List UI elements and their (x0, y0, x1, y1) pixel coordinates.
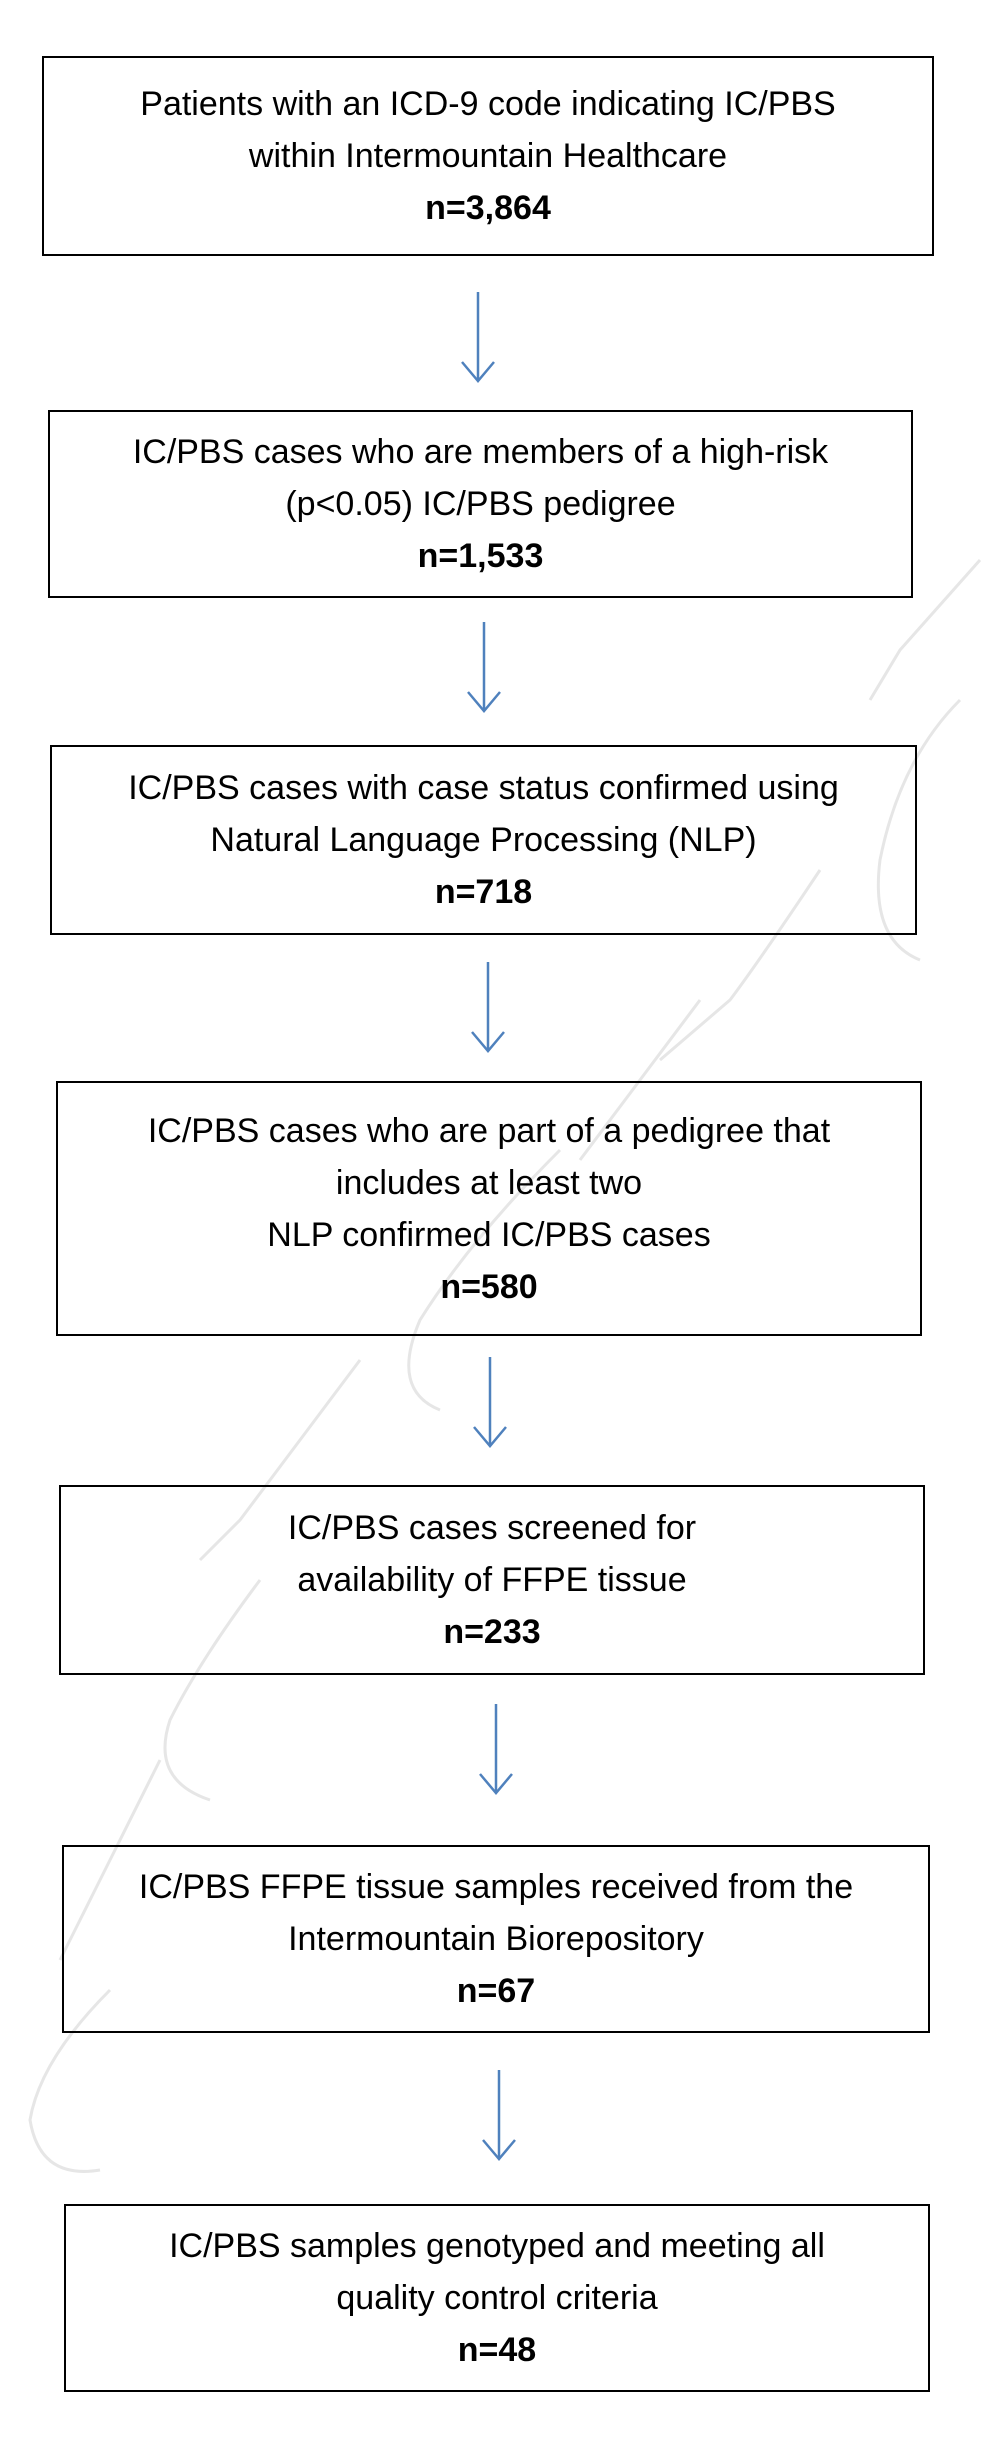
arrow-down-icon (479, 1704, 513, 1795)
box-2-line-2: (p<0.05) IC/PBS pedigree (285, 485, 676, 523)
box-7-line-2: quality control criteria (336, 2279, 658, 2317)
box-6-line-2: Intermountain Biorepository (288, 1920, 704, 1958)
flow-box-5: IC/PBS cases screened for availability o… (59, 1485, 925, 1675)
box-7-count: n=48 (457, 2331, 537, 2369)
flow-box-7: IC/PBS samples genotyped and meeting all… (64, 2204, 930, 2392)
flow-box-3: IC/PBS cases with case status confirmed … (50, 745, 917, 935)
box-7-line-1: IC/PBS samples genotyped and meeting all (169, 2227, 825, 2265)
box-4-line-1: IC/PBS cases who are part of a pedigree … (147, 1111, 831, 1150)
arrow-down-icon (482, 2070, 516, 2161)
box-1-count: n=3,864 (425, 189, 551, 227)
box-5-line-1: IC/PBS cases screened for (287, 1509, 697, 1547)
arrow-down-icon (461, 292, 495, 383)
box-4-line-3: NLP confirmed IC/PBS cases (267, 1215, 711, 1254)
box-5-line-2: availability of FFPE tissue (297, 1561, 687, 1599)
flow-box-1: Patients with an ICD-9 code indicating I… (42, 56, 934, 256)
box-2-line-1: IC/PBS cases who are members of a high-r… (132, 433, 829, 471)
arrow-down-icon (471, 962, 505, 1053)
box-4-line-2: includes at least two (335, 1163, 643, 1202)
box-1-line-1: Patients with an ICD-9 code indicating I… (140, 85, 836, 123)
box-6-line-1: IC/PBS FFPE tissue samples received from… (138, 1868, 854, 1906)
box-3-line-1: IC/PBS cases with case status confirmed … (128, 769, 839, 807)
arrow-down-icon (473, 1357, 507, 1448)
box-5-count: n=233 (443, 1613, 541, 1651)
flow-box-2: IC/PBS cases who are members of a high-r… (48, 410, 913, 598)
box-3-line-2: Natural Language Processing (NLP) (210, 821, 757, 859)
flow-box-6: IC/PBS FFPE tissue samples received from… (62, 1845, 930, 2033)
box-4-count: n=580 (440, 1267, 538, 1306)
box-6-count: n=67 (456, 1972, 536, 2010)
box-2-count: n=1,533 (417, 537, 544, 575)
flow-box-4: IC/PBS cases who are part of a pedigree … (56, 1081, 922, 1336)
arrow-down-icon (467, 622, 501, 713)
box-1-line-2: within Intermountain Healthcare (248, 137, 728, 175)
box-3-count: n=718 (434, 873, 533, 911)
